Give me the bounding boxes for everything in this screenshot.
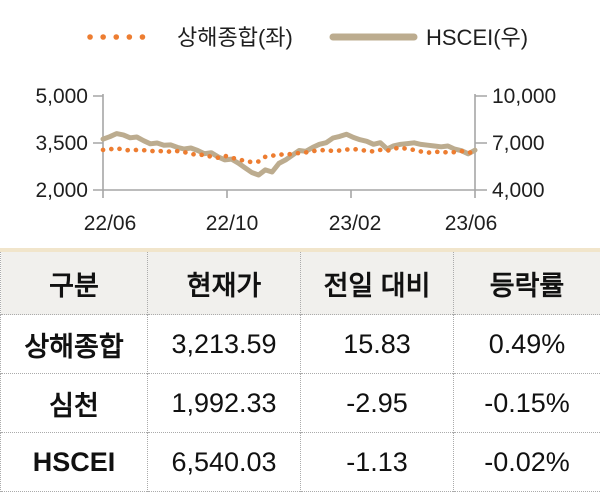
left-axis-labels: 5,000 3,500 2,000 [35, 85, 88, 202]
header-current-price: 현재가 [148, 250, 301, 315]
row-pct-sse: 0.49% [454, 315, 600, 374]
row-name-szse: 심천 [1, 374, 148, 433]
right-tick-7000: 7,000 [492, 132, 545, 155]
x-tick-2206: 22/06 [84, 212, 137, 235]
legend-label-hscei: HSCEI(우) [426, 25, 528, 50]
x-axis-labels: 22/06 22/10 23/02 23/06 [84, 212, 498, 235]
left-axis-ticks [93, 96, 103, 190]
row-price-szse: 1,992.33 [148, 374, 301, 433]
row-pct-hscei: -0.02% [454, 433, 600, 492]
quote-table: 구분 현재가 전일 대비 등락률 상해종합 3,213.59 15.83 0.4… [0, 248, 600, 492]
header-category: 구분 [1, 250, 148, 315]
table-header-row: 구분 현재가 전일 대비 등락률 [1, 250, 600, 315]
left-tick-2000: 2,000 [35, 179, 88, 202]
row-change-szse: -2.95 [301, 374, 454, 433]
bottom-axis-ticks [227, 190, 351, 198]
right-tick-4000: 4,000 [492, 179, 545, 202]
chart-legend: 상해종합(좌) HSCEI(우) [90, 25, 528, 50]
row-change-hscei: -1.13 [301, 433, 454, 492]
x-tick-2210: 22/10 [206, 212, 259, 235]
legend-label-sse: 상해종합(좌) [177, 25, 293, 50]
header-day-change: 전일 대비 [301, 250, 454, 315]
right-axis-ticks [475, 96, 487, 190]
x-tick-2306: 23/06 [445, 212, 498, 235]
table-row: 심천 1,992.33 -2.95 -0.15% [1, 374, 600, 433]
index-chart: 상해종합(좌) HSCEI(우) 5,000 3,500 2,000 10,00… [0, 0, 600, 248]
table-row: HSCEI 6,540.03 -1.13 -0.02% [1, 433, 600, 492]
row-price-hscei: 6,540.03 [148, 433, 301, 492]
right-axis-labels: 10,000 7,000 4,000 [492, 85, 556, 202]
left-tick-3500: 3,500 [35, 132, 88, 155]
row-change-sse: 15.83 [301, 315, 454, 374]
right-tick-10000: 10,000 [492, 85, 556, 108]
x-tick-2302: 23/02 [329, 212, 382, 235]
table-row: 상해종합 3,213.59 15.83 0.49% [1, 315, 600, 374]
row-name-hscei: HSCEI [1, 433, 148, 492]
row-price-sse: 3,213.59 [148, 315, 301, 374]
header-change-rate: 등락률 [454, 250, 600, 315]
left-tick-5000: 5,000 [35, 85, 88, 108]
row-pct-szse: -0.15% [454, 374, 600, 433]
row-name-sse: 상해종합 [1, 315, 148, 374]
